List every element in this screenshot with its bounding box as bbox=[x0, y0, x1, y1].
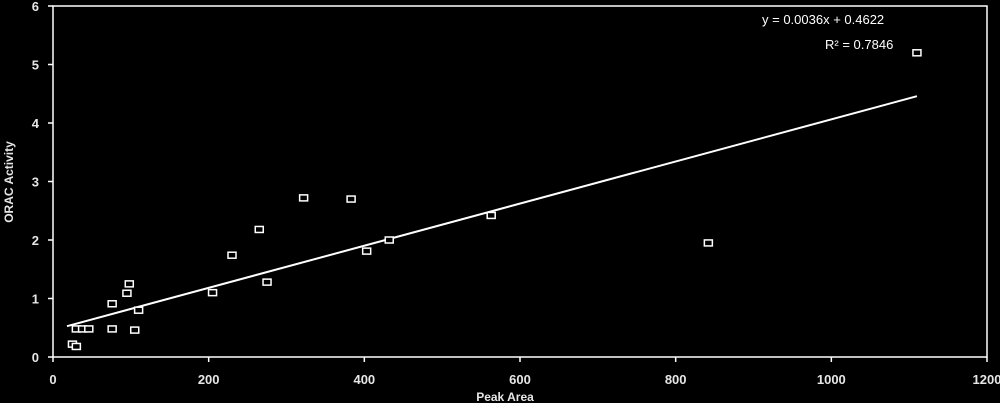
y-tick-label: 6 bbox=[32, 0, 39, 14]
x-tick-label: 400 bbox=[353, 372, 375, 387]
y-tick-label: 3 bbox=[32, 175, 39, 190]
data-point bbox=[129, 326, 140, 334]
data-point bbox=[107, 300, 117, 308]
data-point bbox=[262, 278, 272, 286]
data-point bbox=[227, 251, 237, 259]
data-point bbox=[361, 247, 372, 255]
y-axis-title: ORAC Activity bbox=[2, 141, 16, 223]
data-point bbox=[346, 195, 356, 203]
data-point bbox=[254, 225, 265, 234]
y-tick-label: 0 bbox=[32, 350, 39, 365]
x-tick-label: 800 bbox=[665, 372, 687, 387]
data-point bbox=[107, 325, 117, 333]
x-tick-label: 1000 bbox=[817, 372, 846, 387]
x-tick-label: 1200 bbox=[973, 372, 1000, 387]
data-point bbox=[124, 280, 135, 288]
y-tick-label: 1 bbox=[32, 292, 39, 307]
data-point bbox=[71, 342, 82, 351]
y-tick-label: 4 bbox=[32, 116, 40, 131]
data-point bbox=[122, 289, 132, 297]
trendline bbox=[66, 95, 918, 328]
data-point bbox=[384, 236, 394, 244]
plot-frame bbox=[52, 5, 988, 358]
y-tick-label: 5 bbox=[32, 58, 39, 73]
data-point bbox=[912, 49, 922, 57]
data-point bbox=[703, 239, 714, 247]
x-axis-title: Peak Area bbox=[476, 390, 534, 403]
r-squared-label: R² = 0.7846 bbox=[825, 37, 893, 52]
y-tick-label: 2 bbox=[32, 233, 39, 248]
x-tick-label: 200 bbox=[198, 372, 220, 387]
data-point bbox=[207, 288, 218, 297]
data-point bbox=[486, 211, 496, 220]
data-point bbox=[298, 194, 309, 202]
data-point bbox=[133, 306, 144, 314]
data-point bbox=[84, 325, 94, 333]
trendline-equation: y = 0.0036x + 0.4622 bbox=[762, 12, 884, 27]
x-tick-label: 0 bbox=[49, 372, 56, 387]
x-tick-label: 600 bbox=[509, 372, 531, 387]
plot-area: 0 200 400 600 800 1000 1200 0 1 2 3 4 5 6 bbox=[32, 0, 1000, 387]
